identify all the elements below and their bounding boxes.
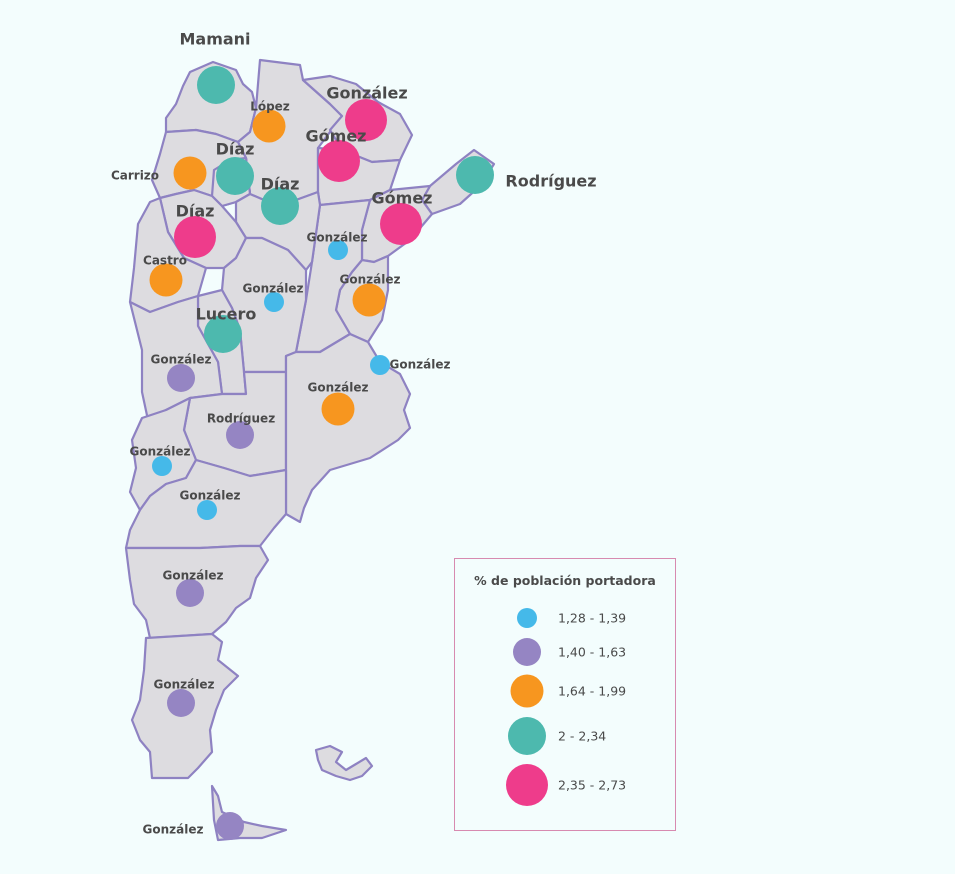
islas-malvinas [314,744,374,782]
province-circle [216,157,254,195]
province-surname-label: González [151,353,212,367]
legend-label: 1,64 - 1,99 [558,683,627,699]
province-circle [216,812,244,840]
province-surname-label: López [250,100,290,114]
province-surname-label: González [143,823,204,837]
province-labels: Mamani López González Gómez Rodríguez Díaz Car… [111,30,597,837]
legend-dot [513,638,541,666]
legend-label: 1,40 - 1,63 [558,644,627,660]
legend-item: 1,40 - 1,63 [455,638,675,692]
province-circle [167,689,195,717]
province-surname-label: González [180,489,241,503]
province-circle [352,283,386,317]
legend-title: % de población portadora [474,573,656,588]
province-circle [152,456,172,476]
province-circle [204,315,242,353]
province-buenos-aires [284,332,412,524]
province-circle [264,292,284,312]
legend-dot [508,717,546,755]
province-surname-label: Díaz [261,175,300,194]
legend-item: 2 - 2,34 [455,717,675,776]
legend: % de población portadora 1,28 - 1,39 1,4… [454,558,676,831]
province-circle [380,203,422,245]
province-circle [252,109,286,143]
legend-label: 1,28 - 1,39 [558,610,627,626]
province-surname-label: Díaz [176,202,215,221]
province-surname-label: González [243,282,304,296]
legend-label: 2,35 - 2,73 [558,777,627,793]
province-surname-label: Gómez [306,127,367,146]
province-circle [261,187,299,225]
province-circle [456,156,494,194]
province-circle [321,392,355,426]
province-surname-label: Rodríguez [207,412,275,426]
province-circles [149,66,494,840]
province-surname-label: González [154,678,215,692]
province-surname-label: González [307,231,368,245]
legend-item: 1,64 - 1,99 [455,674,675,731]
province-surname-label: González [390,358,451,372]
province-surname-label: Castro [143,254,187,268]
legend-item: 2,35 - 2,73 [455,764,675,825]
province-circle [318,140,360,182]
province-surname-label: Díaz [216,140,255,159]
province-surname-label: González [308,381,369,395]
province-circle [197,500,217,520]
province-circle [176,579,204,607]
province-san-juan [128,196,208,314]
province-surname-label: Rodríguez [505,172,596,191]
legend-dot [517,608,537,628]
legend-dot [506,764,548,806]
province-surname-label: Gómez [372,189,433,208]
province-circle [328,240,348,260]
province-circle [197,66,235,104]
province-shapes [124,58,496,842]
province-surname-label: Carrizo [111,169,159,183]
province-surname-label: González [340,273,401,287]
legend-item: 1,28 - 1,39 [455,608,675,658]
province-circle [345,99,387,141]
province-circle [167,364,195,392]
province-surname-label: Mamani [179,30,250,49]
province-circle [173,156,207,190]
province-surname-label: González [326,84,407,103]
province-surname-label: González [163,569,224,583]
province-circle [370,355,390,375]
legend-dot [510,674,544,708]
province-surname-label: Lucero [196,305,257,324]
province-circle [174,216,216,258]
province-circle [226,421,254,449]
province-circle [149,263,183,297]
province-surname-label: González [130,445,191,459]
legend-label: 2 - 2,34 [558,728,607,744]
